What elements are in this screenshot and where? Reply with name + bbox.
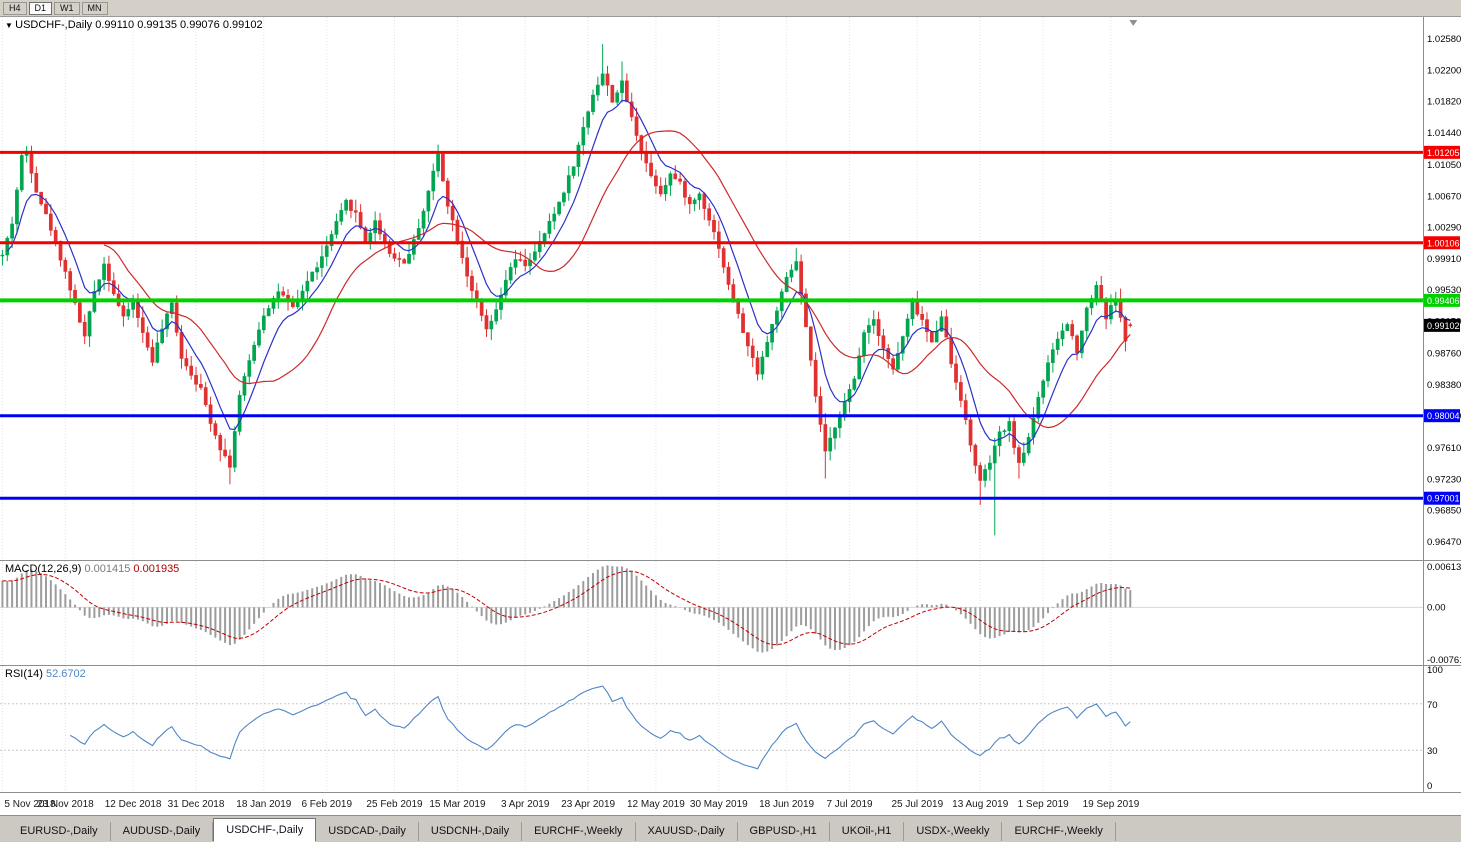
date-tick-label: 23 Nov 2018	[37, 799, 94, 810]
timeframe-button-h4[interactable]: H4	[3, 1, 27, 15]
date-tick-label: 23 Apr 2019	[561, 799, 615, 810]
timeframe-button-mn[interactable]: MN	[81, 1, 108, 15]
price-tick-label: 0.99910	[1427, 254, 1461, 265]
ma-fast-line	[6, 99, 1131, 446]
date-tick-label: 7 Jul 2019	[826, 799, 873, 810]
price-axis[interactable]: 1.02580 1.02200 1.01820 1.01440 1.01050 1.006…	[1427, 34, 1461, 792]
chart-tab-xauusd-daily[interactable]: XAUUSD-,Daily	[636, 822, 738, 841]
date-tick-label: 19 Sep 2019	[1083, 799, 1140, 810]
macd-signal-value: 0.001935	[133, 563, 179, 575]
moving-averages	[6, 99, 1131, 446]
vertical-gridlines	[1, 17, 1112, 792]
price-tick-label: 1.00290	[1427, 223, 1461, 234]
date-tick-label: 18 Jun 2019	[759, 799, 814, 810]
date-tick-label: 3 Apr 2019	[501, 799, 550, 810]
date-tick-label: 25 Feb 2019	[366, 799, 423, 810]
price-tick-label: 0.99530	[1427, 285, 1461, 296]
price-tick-label: 1.01820	[1427, 97, 1461, 108]
macd-signal-line	[2, 570, 1131, 646]
chart-tab-audusd-daily[interactable]: AUDUSD-,Daily	[111, 822, 214, 841]
macd-header: MACD(12,26,9) 0.001415 0.001935	[5, 563, 179, 575]
date-tick-label: 5 Nov 2018	[4, 799, 56, 810]
price-tick-label: 0.96850	[1427, 506, 1461, 517]
chart-tabs-bar: EURUSD-,Daily AUDUSD-,Daily USDCHF-,Daily U…	[0, 815, 1461, 842]
price-badges: 1.01205 1.00106 0.99406 0.98004 0.97001 0.991…	[1424, 145, 1460, 505]
timeframe-toolbar: H4 D1 W1 MN	[0, 0, 1461, 17]
date-tick-label: 31 Dec 2018	[168, 799, 225, 810]
date-tick-label: 13 Aug 2019	[952, 799, 1009, 810]
price-badge	[1424, 409, 1460, 423]
chart-shift-marker-icon	[1129, 20, 1138, 26]
date-tick-label: 6 Feb 2019	[301, 799, 352, 810]
price-tick-label: 0.97610	[1427, 443, 1461, 454]
symbol-dropdown-icon: ▼	[5, 21, 15, 30]
price-badge	[1424, 491, 1460, 505]
chart-workspace[interactable]: 1.02580 1.02200 1.01820 1.01440 1.01050 1.006…	[0, 17, 1461, 815]
chart-tab-gbpusd-h1[interactable]: GBPUSD-,H1	[738, 822, 830, 841]
ohlc-values: 0.99110 0.99135 0.99076 0.99102	[95, 19, 262, 31]
rsi-axis-label: 100	[1427, 665, 1443, 676]
macd-axis-label: 0.00613	[1427, 562, 1461, 573]
price-tick-label: 1.02580	[1427, 34, 1461, 45]
macd-axis-label: -0.00761	[1427, 655, 1461, 666]
date-tick-label: 12 May 2019	[627, 799, 685, 810]
candlestick-series	[0, 44, 1133, 536]
macd-indicator	[0, 565, 1423, 653]
rsi-axis-label: 0	[1427, 781, 1432, 792]
chart-tab-usdcad-daily[interactable]: USDCAD-,Daily	[316, 822, 419, 841]
horizontal-levels[interactable]	[0, 150, 1423, 500]
macd-title: MACD(12,26,9)	[5, 563, 84, 575]
date-tick-label: 30 May 2019	[690, 799, 748, 810]
chart-shift-marker	[1129, 20, 1138, 26]
price-badge-label: 0.97001	[1427, 494, 1460, 504]
panel-headers: ▼ USDCHF-,Daily 0.99110 0.99135 0.99076 …	[5, 19, 263, 680]
main-chart-header: ▼ USDCHF-,Daily 0.99110 0.99135 0.99076 …	[5, 19, 263, 31]
date-tick-label: 15 Mar 2019	[429, 799, 486, 810]
rsi-value: 52.6702	[46, 668, 86, 680]
rsi-header: RSI(14) 52.6702	[5, 668, 86, 680]
macd-value: 0.001415	[84, 563, 133, 575]
price-badge-label: 0.99102	[1427, 321, 1460, 331]
rsi-indicator	[0, 685, 1423, 770]
price-tick-label: 0.97230	[1427, 474, 1461, 485]
chart-tab-usdx-weekly[interactable]: USDX-,Weekly	[904, 822, 1003, 841]
price-badge-label: 1.00106	[1427, 238, 1460, 248]
chart-tab-usdchf-daily[interactable]: USDCHF-,Daily	[213, 818, 317, 842]
chart-tab-eurchf-weekly[interactable]: EURCHF-,Weekly	[522, 822, 636, 841]
chart-tab-eurusd-daily[interactable]: EURUSD-,Daily	[8, 822, 111, 841]
date-tick-label: 18 Jan 2019	[236, 799, 291, 810]
price-badge-label: 0.98004	[1427, 411, 1460, 421]
price-tick-label: 0.98760	[1427, 348, 1461, 359]
price-tick-label: 1.02200	[1427, 65, 1461, 76]
macd-axis-label: 0.00	[1427, 602, 1446, 613]
price-tick-label: 1.01440	[1427, 128, 1461, 139]
price-badge	[1424, 318, 1460, 332]
price-tick-label: 1.00670	[1427, 191, 1461, 202]
date-tick-label: 12 Dec 2018	[105, 799, 162, 810]
timeframe-button-d1[interactable]: D1	[28, 1, 53, 15]
price-badge	[1424, 293, 1460, 307]
date-tick-label: 25 Jul 2019	[891, 799, 943, 810]
price-badge-label: 1.01205	[1427, 148, 1460, 158]
ma-slow-line	[103, 130, 1131, 429]
price-badge	[1424, 145, 1460, 159]
rsi-title: RSI(14)	[5, 668, 46, 680]
rsi-axis-label: 70	[1427, 700, 1438, 711]
chart-tab-usdcnh-daily[interactable]: USDCNH-,Daily	[419, 822, 523, 841]
rsi-axis-label: 30	[1427, 746, 1438, 757]
symbol-title: USDCHF-,Daily	[15, 19, 95, 31]
date-tick-label: 1 Sep 2019	[1018, 799, 1070, 810]
price-tick-label: 1.01050	[1427, 160, 1461, 171]
price-badge	[1424, 236, 1460, 250]
price-tick-label: 0.96470	[1427, 537, 1461, 548]
timeframe-button-w1[interactable]: W1	[54, 1, 80, 15]
rsi-line	[69, 685, 1131, 770]
panel-dividers	[0, 17, 1461, 793]
chart-tab-ukoil-h1[interactable]: UKOil-,H1	[830, 822, 905, 841]
chart-tab-eurchf-weekly[interactable]: EURCHF-,Weekly	[1002, 822, 1116, 841]
price-tick-label: 0.98380	[1427, 380, 1461, 391]
price-badge-label: 0.99406	[1427, 296, 1460, 306]
